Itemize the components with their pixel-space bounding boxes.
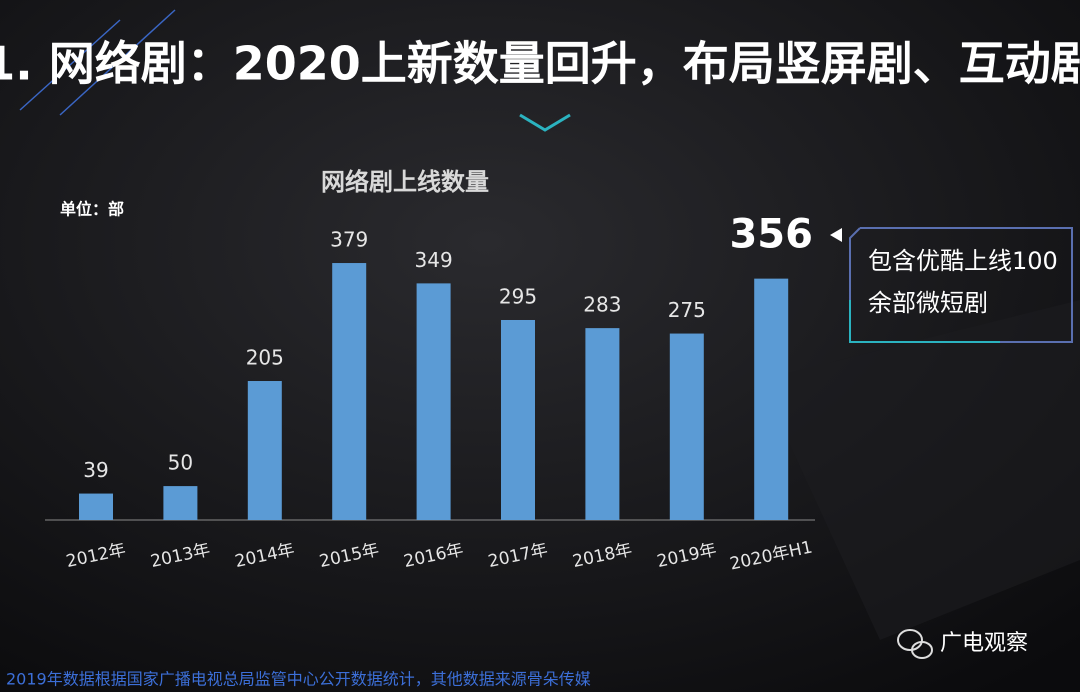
- value-label: 205: [246, 346, 284, 370]
- callout-pointer: [830, 228, 842, 242]
- bar: [332, 263, 367, 520]
- bar: [416, 283, 451, 520]
- value-label: 39: [83, 458, 108, 482]
- value-label: 295: [499, 284, 537, 308]
- decor-shape: [760, 300, 1080, 640]
- bar: [585, 328, 620, 520]
- bar: [247, 381, 282, 520]
- callout-text: 包含优酷上线100: [868, 247, 1058, 275]
- slide-title: 1. 网络剧：2020上新数量回升，布局竖屏剧、互动剧: [0, 37, 1080, 91]
- chevron: [519, 113, 571, 132]
- bar: [754, 278, 789, 520]
- value-label: 379: [330, 228, 368, 252]
- value-label: 50: [168, 451, 193, 475]
- bar: [79, 493, 113, 520]
- bar: [501, 319, 535, 520]
- unit-label: 单位：部: [60, 200, 124, 219]
- bar: [163, 486, 198, 520]
- callout-text: 余部微短剧: [868, 289, 988, 317]
- decor-line: [19, 19, 121, 111]
- chart-title: 网络剧上线数量: [321, 168, 489, 196]
- value-label: 356: [729, 212, 813, 258]
- decor-line: [59, 9, 176, 116]
- watermark: 广电观察: [940, 631, 1028, 656]
- bar: [669, 333, 704, 520]
- value-label: 275: [668, 298, 706, 322]
- source-note: 2019年数据根据国家广播电视总局监管中心公开数据统计，其他数据来源骨朵传媒: [6, 670, 591, 689]
- value-label: 283: [583, 293, 621, 317]
- callout-accent: [849, 300, 1000, 343]
- value-label: 349: [415, 248, 453, 272]
- watermark-icon: [897, 629, 933, 659]
